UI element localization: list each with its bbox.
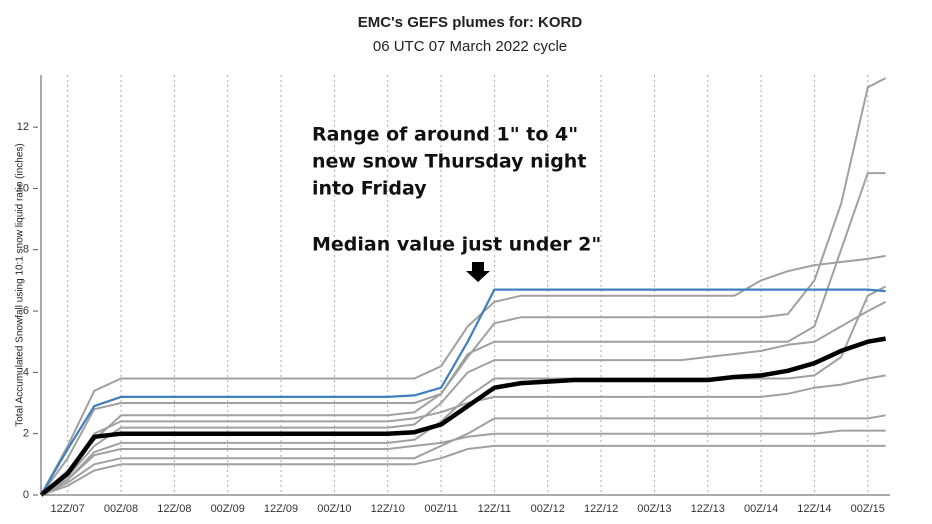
y-tick-label: 10: [17, 182, 29, 194]
x-tick-label: 00Z/14: [744, 503, 778, 515]
x-tick-label: 12Z/07: [51, 503, 85, 515]
x-tick-label: 12Z/10: [371, 503, 405, 515]
series-line: [39, 336, 886, 497]
y-tick-label: 4: [23, 366, 29, 378]
plot-lines: [39, 77, 887, 497]
series-line: [40, 374, 886, 496]
series-line: [40, 414, 886, 496]
series-line: [40, 77, 887, 496]
x-tick-label: 12Z/08: [157, 503, 191, 515]
x-tick-label: 00Z/09: [211, 503, 245, 515]
y-tick-label: 2: [23, 428, 29, 440]
annotation: new snow Thursday night: [312, 151, 586, 173]
arrow: [466, 262, 490, 282]
annotation: Median value just under 2": [312, 234, 601, 256]
x-tick-label: 12Z/09: [264, 503, 298, 515]
x-tick-label: 12Z/12: [584, 503, 618, 515]
x-tick-label: 00Z/12: [531, 503, 565, 515]
series-line: [40, 254, 886, 496]
series-line: [40, 172, 886, 496]
y-tick-label: 6: [23, 305, 29, 317]
y-tick-label: 8: [23, 244, 29, 256]
x-tick-label: 00Z/15: [851, 503, 885, 515]
series-line: [40, 288, 886, 496]
chart-title: EMC's GEFS plumes for: KORD: [358, 14, 583, 31]
y-tick-label: 12: [17, 121, 29, 133]
series-line: [40, 301, 887, 496]
series-line: [40, 429, 886, 496]
annotation: Range of around 1" to 4": [312, 124, 578, 146]
grid: [67, 75, 869, 495]
annotation: into Friday: [312, 178, 427, 200]
x-tick-label: 12Z/14: [797, 503, 831, 515]
x-tick-label: 00Z/11: [424, 503, 457, 515]
chart-subtitle: 06 UTC 07 March 2022 cycle: [373, 38, 567, 55]
x-tick-label: 00Z/08: [104, 503, 138, 515]
x-tick-label: 00Z/13: [637, 503, 671, 515]
y-tick-label: 0: [23, 489, 29, 501]
x-tick-label: 12Z/13: [691, 503, 725, 515]
x-tick-label: 00Z/10: [317, 503, 351, 515]
series-line: [40, 444, 886, 496]
y-axis-label: Total Accumulated Snowfall using 10:1 sn…: [15, 143, 26, 427]
series-line: [40, 285, 887, 496]
x-tick-label: 12Z/11: [478, 503, 511, 515]
